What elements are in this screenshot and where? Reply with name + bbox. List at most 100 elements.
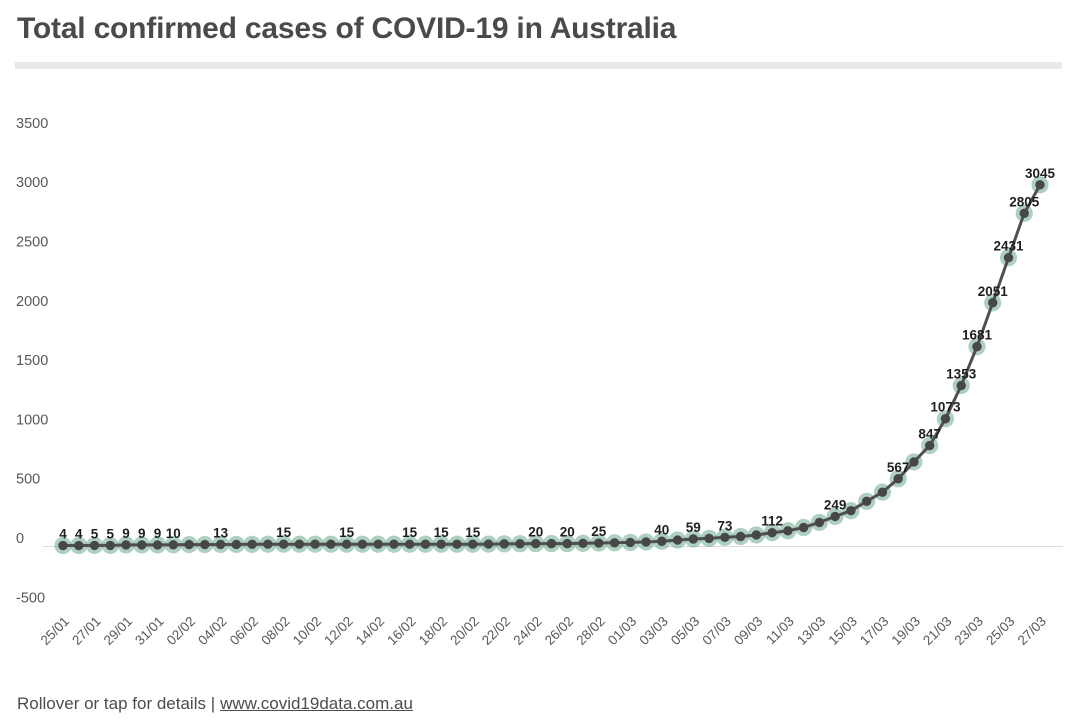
data-point[interactable] <box>483 539 494 549</box>
data-point-label: 59 <box>686 520 701 535</box>
data-point[interactable] <box>988 298 998 308</box>
data-point[interactable] <box>326 539 336 549</box>
data-point[interactable] <box>846 505 856 516</box>
data-point-label: 5 <box>91 526 99 541</box>
data-point[interactable] <box>74 540 84 551</box>
data-point[interactable] <box>137 540 147 550</box>
data-point[interactable] <box>89 540 100 551</box>
data-point[interactable] <box>767 528 777 538</box>
y-tick-label: 2000 <box>16 294 48 310</box>
data-point-label: 2051 <box>978 284 1009 299</box>
data-point[interactable] <box>215 539 226 550</box>
data-point[interactable] <box>704 533 714 544</box>
data-point[interactable] <box>200 539 210 550</box>
data-point[interactable] <box>263 539 273 549</box>
data-point[interactable] <box>58 540 68 551</box>
data-point[interactable] <box>152 540 163 550</box>
title-separator <box>15 62 1062 69</box>
data-point[interactable] <box>783 526 793 536</box>
x-tick-label: 29/01 <box>101 614 136 649</box>
footer-source-link[interactable]: www.covid19data.com.au <box>220 694 413 713</box>
data-point[interactable] <box>940 414 951 424</box>
data-point[interactable] <box>578 538 588 548</box>
data-point-label: 9 <box>154 526 162 541</box>
data-point[interactable] <box>877 487 888 497</box>
data-point[interactable] <box>735 531 746 542</box>
data-point[interactable] <box>861 496 872 506</box>
data-point[interactable] <box>751 530 762 540</box>
data-point[interactable] <box>420 539 431 549</box>
data-point[interactable] <box>956 380 966 391</box>
data-point[interactable] <box>310 539 320 549</box>
data-point[interactable] <box>909 457 919 467</box>
y-tick-label: -500 <box>16 590 45 606</box>
data-point[interactable] <box>562 538 572 549</box>
data-point[interactable] <box>247 539 257 550</box>
x-tick-label: 28/02 <box>573 614 608 649</box>
data-point[interactable] <box>231 539 242 550</box>
x-tick-label: 25/03 <box>983 614 1018 649</box>
x-tick-label: 26/02 <box>542 614 577 649</box>
data-point[interactable] <box>515 539 525 549</box>
data-point[interactable] <box>830 511 840 522</box>
data-point[interactable] <box>720 532 730 543</box>
x-tick-label: 31/01 <box>132 614 167 649</box>
data-point[interactable] <box>357 539 368 549</box>
x-tick-label: 27/01 <box>69 614 104 649</box>
data-point[interactable] <box>1003 252 1014 263</box>
data-point-label: 13 <box>213 525 229 540</box>
data-point[interactable] <box>184 539 194 550</box>
x-tick-label: 09/03 <box>731 614 766 649</box>
data-point[interactable] <box>499 539 509 549</box>
data-point-label: 9 <box>122 526 130 541</box>
data-point-label: 112 <box>761 514 783 529</box>
chart-footer: Rollover or tap for details | www.covid19… <box>17 694 413 714</box>
data-point[interactable] <box>1035 180 1045 190</box>
data-point[interactable] <box>657 536 667 546</box>
data-point[interactable] <box>893 474 903 484</box>
trend-line <box>61 183 1042 547</box>
y-tick-label: 3000 <box>16 175 48 191</box>
x-tick-label: 22/02 <box>479 614 514 649</box>
x-tick-label: 23/03 <box>952 614 987 649</box>
data-point[interactable] <box>641 537 651 547</box>
data-point[interactable] <box>531 538 541 549</box>
data-point[interactable] <box>1019 208 1029 219</box>
x-tick-label: 16/02 <box>384 614 419 649</box>
data-point[interactable] <box>798 522 809 533</box>
y-tick-label: 1500 <box>16 353 48 369</box>
data-point[interactable] <box>294 539 305 549</box>
x-tick-label: 11/03 <box>763 614 797 648</box>
data-point[interactable] <box>105 540 115 551</box>
x-tick-label: 19/03 <box>889 614 924 649</box>
data-point-label: 5 <box>107 526 115 541</box>
data-point-label: 2805 <box>1009 194 1040 209</box>
data-point[interactable] <box>814 517 825 528</box>
data-point[interactable] <box>373 539 383 549</box>
data-point[interactable] <box>972 341 982 352</box>
data-point[interactable] <box>404 539 415 549</box>
data-point[interactable] <box>278 539 289 549</box>
data-point-label: 249 <box>824 497 847 512</box>
data-point[interactable] <box>546 538 557 549</box>
data-point[interactable] <box>609 538 620 548</box>
footer-hint: Rollover or tap for details | <box>17 694 216 713</box>
y-tick-label: 500 <box>16 472 40 488</box>
x-tick-label: 03/03 <box>636 614 671 649</box>
data-point[interactable] <box>924 440 935 451</box>
data-point[interactable] <box>389 539 399 549</box>
data-point[interactable] <box>121 540 131 550</box>
data-point-label: 2431 <box>993 239 1024 254</box>
data-point[interactable] <box>168 540 179 550</box>
x-tick-label: 18/02 <box>416 614 451 649</box>
data-point[interactable] <box>672 535 683 545</box>
data-point[interactable] <box>452 539 462 549</box>
data-point[interactable] <box>341 539 352 549</box>
data-point[interactable] <box>688 534 699 544</box>
data-point[interactable] <box>468 539 478 549</box>
data-point[interactable] <box>436 539 446 549</box>
data-point[interactable] <box>594 538 604 548</box>
data-point-label: 847 <box>918 427 941 442</box>
data-point[interactable] <box>625 537 635 548</box>
